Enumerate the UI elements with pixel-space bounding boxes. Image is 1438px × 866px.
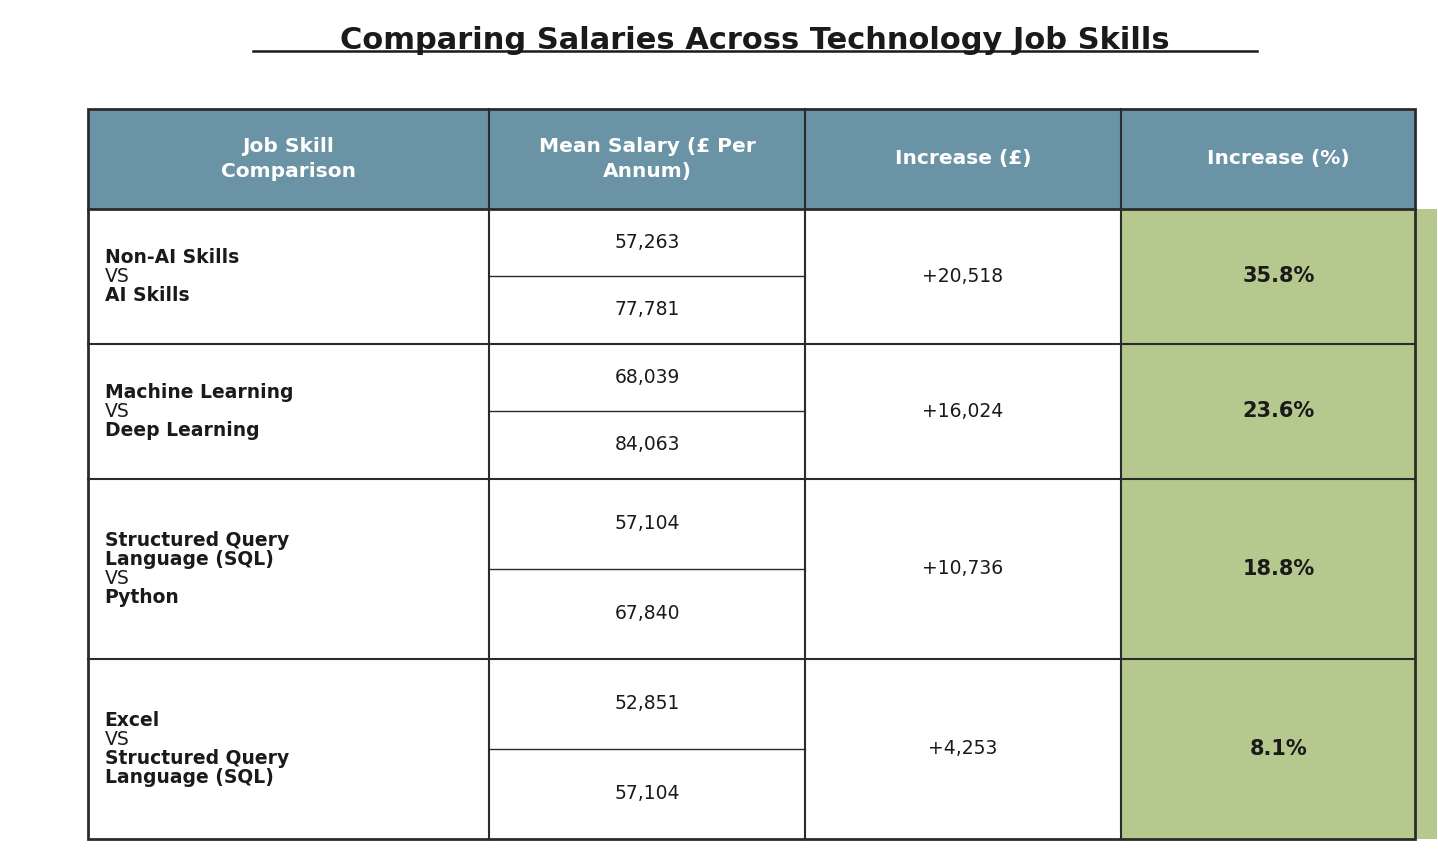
Bar xyxy=(489,344,805,411)
Bar xyxy=(88,109,1415,838)
Text: 57,263: 57,263 xyxy=(614,233,680,252)
Bar xyxy=(805,344,1120,479)
Text: VS: VS xyxy=(105,267,129,286)
Bar xyxy=(489,276,805,344)
Bar xyxy=(88,659,489,838)
Bar xyxy=(489,479,805,569)
Text: 23.6%: 23.6% xyxy=(1242,401,1314,421)
Text: Language (SQL): Language (SQL) xyxy=(105,767,273,786)
Bar xyxy=(1120,209,1437,344)
Bar xyxy=(88,479,489,659)
Bar xyxy=(489,569,805,659)
Text: Comparing Salaries Across Technology Job Skills: Comparing Salaries Across Technology Job… xyxy=(339,26,1169,55)
Bar xyxy=(805,209,1120,344)
Text: 77,781: 77,781 xyxy=(614,301,680,320)
Text: VS: VS xyxy=(105,569,129,588)
Text: Mean Salary (£ Per
Annum): Mean Salary (£ Per Annum) xyxy=(539,137,755,181)
Bar xyxy=(88,109,1415,209)
Bar xyxy=(88,344,489,479)
Text: 8.1%: 8.1% xyxy=(1250,739,1307,759)
Text: +16,024: +16,024 xyxy=(922,402,1004,421)
Text: Non-AI Skills: Non-AI Skills xyxy=(105,248,239,267)
Text: +20,518: +20,518 xyxy=(922,267,1004,286)
Text: 52,851: 52,851 xyxy=(614,695,680,714)
Bar xyxy=(489,411,805,479)
Text: Python: Python xyxy=(105,588,180,607)
Text: Language (SQL): Language (SQL) xyxy=(105,550,273,569)
Bar xyxy=(805,479,1120,659)
Bar xyxy=(88,209,489,344)
Bar xyxy=(489,659,805,749)
Text: 35.8%: 35.8% xyxy=(1242,266,1314,286)
Text: 67,840: 67,840 xyxy=(614,604,680,624)
Text: 18.8%: 18.8% xyxy=(1242,559,1314,578)
Text: Structured Query: Structured Query xyxy=(105,749,289,767)
Bar xyxy=(489,749,805,838)
Text: 84,063: 84,063 xyxy=(614,436,680,455)
Text: 57,104: 57,104 xyxy=(614,514,680,533)
Text: 68,039: 68,039 xyxy=(614,368,680,387)
Bar xyxy=(1120,659,1437,838)
Text: Increase (£): Increase (£) xyxy=(894,150,1031,168)
Bar xyxy=(805,659,1120,838)
Text: Deep Learning: Deep Learning xyxy=(105,421,259,440)
Text: VS: VS xyxy=(105,402,129,421)
Text: +10,736: +10,736 xyxy=(922,559,1004,578)
Text: Excel: Excel xyxy=(105,711,160,730)
Bar xyxy=(489,209,805,276)
Text: Machine Learning: Machine Learning xyxy=(105,383,293,402)
Text: 57,104: 57,104 xyxy=(614,785,680,803)
Text: Job Skill
Comparison: Job Skill Comparison xyxy=(221,137,357,181)
Text: Increase (%): Increase (%) xyxy=(1208,150,1350,168)
Text: AI Skills: AI Skills xyxy=(105,286,190,305)
Text: +4,253: +4,253 xyxy=(929,740,998,759)
Bar xyxy=(1120,479,1437,659)
Bar xyxy=(1120,344,1437,479)
Text: VS: VS xyxy=(105,730,129,749)
Text: Structured Query: Structured Query xyxy=(105,531,289,550)
